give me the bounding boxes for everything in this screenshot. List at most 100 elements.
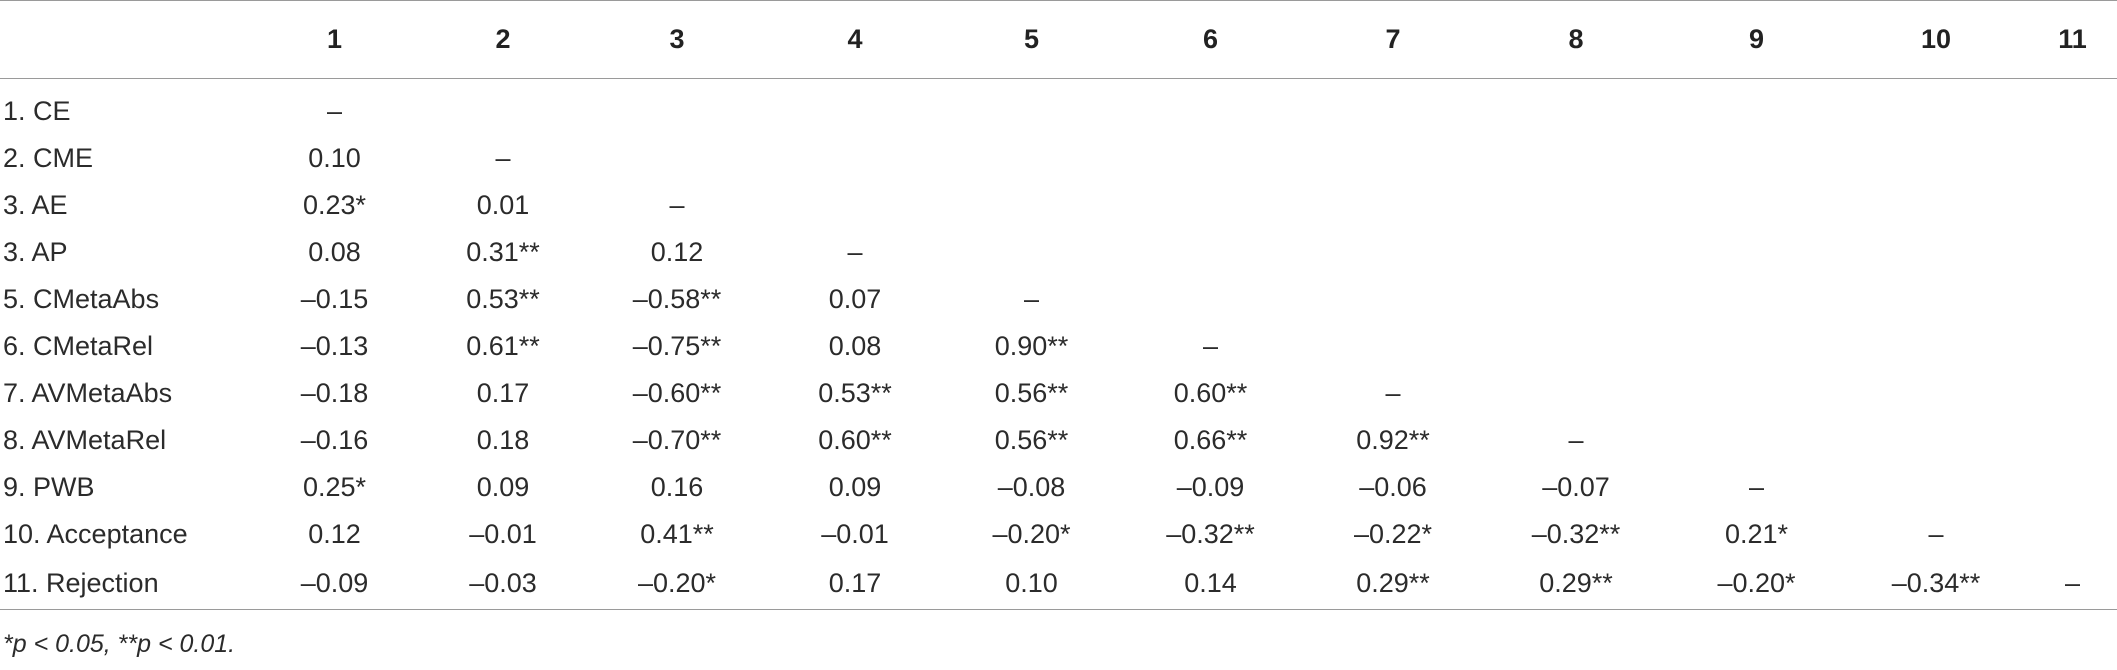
table-cell: 0.09 <box>476 471 530 502</box>
table-cell: 0.17 <box>476 377 530 408</box>
table-cell: 0.17 <box>765 557 945 610</box>
table-cell: – <box>1568 424 1584 455</box>
row-label: 1. CE <box>3 96 71 127</box>
table-cell: 0.14 <box>1118 557 1303 610</box>
table-cell <box>2028 323 2117 370</box>
table-row: 3. AE 0.23* 0.01 – <box>0 182 2117 229</box>
table-row: 5. CMetaAbs –0.15 0.53** –0.58** 0.07 – <box>0 276 2117 323</box>
row-label: 11. Rejection <box>0 557 252 610</box>
table-cell <box>2028 276 2117 323</box>
table-cell <box>1844 464 2028 511</box>
header-cell-col-5: 5 <box>945 0 1118 79</box>
table-cell <box>765 79 945 135</box>
table-cell <box>2028 229 2117 276</box>
table-cell <box>2028 182 2117 229</box>
table-cell: 0.01 <box>476 189 530 220</box>
correlation-table: 1 2 3 4 5 6 7 8 9 10 11 1. CE – 2. CME 0.10 – 3. AE 0.23… <box>0 0 2117 610</box>
table-cell <box>1303 182 1483 229</box>
table-header: 1 2 3 4 5 6 7 8 9 10 11 <box>0 0 2117 79</box>
header-cell-col-9: 9 <box>1669 0 1844 79</box>
table-cell: –0.15 <box>300 283 369 314</box>
header-cell-col-7: 7 <box>1303 0 1483 79</box>
header-cell-col-11: 11 <box>2028 0 2117 79</box>
table-cell: –0.01 <box>469 518 537 549</box>
table-cell: – <box>495 142 511 173</box>
table-cell: – <box>669 189 685 220</box>
table-cell <box>1669 79 1844 135</box>
table-cell: – <box>847 236 863 267</box>
table-cell <box>1483 276 1669 323</box>
table-cell: 0.41** <box>640 518 714 549</box>
table-cell: 0.60** <box>1173 377 1248 408</box>
header-cell-col-2: 2 <box>417 0 589 79</box>
table-cell: 0.12 <box>308 518 361 549</box>
table-cell: 0.07 <box>828 283 882 314</box>
table-cell <box>589 135 765 182</box>
table-cell <box>1669 135 1844 182</box>
table-cell: 0.08 <box>828 330 882 361</box>
table-cell: – <box>2028 557 2117 610</box>
table-cell <box>2028 417 2117 464</box>
header-cell-blank <box>0 0 252 79</box>
table-cell <box>1303 229 1483 276</box>
table-cell: 0.21* <box>1724 518 1789 549</box>
table-cell <box>1669 276 1844 323</box>
table-cell <box>945 229 1118 276</box>
table-cell <box>1483 182 1669 229</box>
table-cell: 0.10 <box>945 557 1118 610</box>
table-cell: – <box>1023 283 1040 314</box>
table-cell <box>1118 79 1303 135</box>
row-label: 9. PWB <box>3 471 95 502</box>
table-cell: –0.07 <box>1542 471 1610 502</box>
table-cell: –0.13 <box>300 330 369 361</box>
table-cell: 0.56** <box>994 424 1069 455</box>
table-cell: –0.20* <box>1669 557 1844 610</box>
table-cell: –0.32** <box>1166 518 1255 549</box>
table-cell: 0.29** <box>1483 557 1669 610</box>
table-row: 6. CMetaRel –0.13 0.61** –0.75** 0.08 0.90** – <box>0 323 2117 370</box>
table-cell <box>417 79 589 135</box>
table-cell: –0.06 <box>1359 471 1427 502</box>
table-row: 8. AVMetaRel –0.16 0.18 –0.70** 0.60** 0.56**… <box>0 417 2117 464</box>
table-cell: – <box>1748 471 1765 502</box>
table-cell <box>945 79 1118 135</box>
table-cell <box>1118 182 1303 229</box>
table-cell <box>1844 229 2028 276</box>
table-cell: – <box>1385 377 1401 408</box>
table-cell: 0.31** <box>466 236 540 267</box>
table-cell <box>1844 182 2028 229</box>
header-cell-col-8: 8 <box>1483 0 1669 79</box>
header-cell-col-3: 3 <box>589 0 765 79</box>
table-body: 1. CE – 2. CME 0.10 – 3. AE 0.23* 0.01 – 3. AP 0.0… <box>0 79 2117 610</box>
header-cell-col-6: 6 <box>1118 0 1303 79</box>
table-cell: 0.10 <box>308 142 361 173</box>
table-cell: 0.12 <box>650 236 704 267</box>
table-cell <box>1844 135 2028 182</box>
table-cell: – <box>1928 518 1944 549</box>
table-cell: 0.53** <box>818 377 892 408</box>
table-cell <box>1118 135 1303 182</box>
table-cell <box>1118 276 1303 323</box>
table-row: 7. AVMetaAbs –0.18 0.17 –0.60** 0.53** 0.56**… <box>0 370 2117 417</box>
row-label: 6. CMetaRel <box>3 330 154 361</box>
table-cell: 0.29** <box>1303 557 1483 610</box>
table-cell <box>1118 229 1303 276</box>
table-cell <box>1844 276 2028 323</box>
table-cell: –0.20* <box>992 518 1071 549</box>
table-cell: 0.92** <box>1356 424 1430 455</box>
table-cell: 0.09 <box>828 471 882 502</box>
table-cell <box>1303 79 1483 135</box>
row-label: 10. Acceptance <box>3 518 188 549</box>
row-label: 2. CME <box>3 142 94 173</box>
table-cell: – <box>326 96 343 127</box>
table-cell: –0.34** <box>1844 557 2028 610</box>
row-label: 3. AP <box>3 236 68 267</box>
table-footnote: *p < 0.05, **p < 0.01. <box>3 630 236 658</box>
table-cell <box>1303 276 1483 323</box>
table-cell: –0.01 <box>821 518 889 549</box>
row-label: 3. AE <box>3 189 68 220</box>
table-cell: 0.53** <box>466 283 540 314</box>
table-cell: 0.56** <box>994 377 1069 408</box>
header-cell-col-10: 10 <box>1844 0 2028 79</box>
